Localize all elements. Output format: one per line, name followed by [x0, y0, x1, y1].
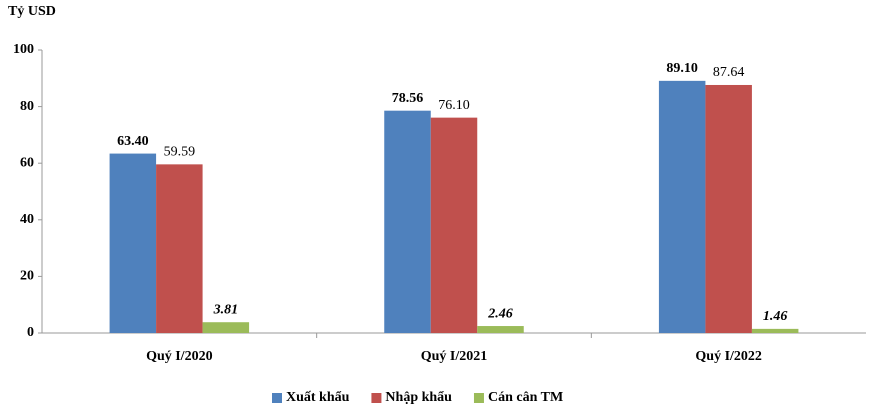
bar: [430, 117, 478, 334]
legend-swatch: [371, 393, 382, 403]
y-tick-label: 100: [13, 42, 34, 57]
value-label: 89.10: [666, 61, 698, 76]
x-tick-label: Quý I/2022: [695, 349, 762, 364]
value-label: 3.81: [213, 302, 239, 317]
bar: [202, 322, 250, 333]
bar: [384, 110, 431, 333]
value-label: 59.59: [164, 145, 196, 160]
y-tick-label: 0: [27, 325, 34, 340]
value-label: 1.46: [763, 309, 788, 324]
x-tick-label: Quý I/2020: [146, 349, 213, 364]
legend-label: Xuất khẩu: [286, 390, 350, 405]
bar: [751, 328, 799, 333]
bar: [705, 84, 752, 334]
legend-label: Nhập khẩu: [385, 390, 452, 405]
legend-swatch: [272, 393, 282, 403]
value-label: 76.10: [438, 98, 470, 113]
value-label: 87.64: [713, 65, 745, 80]
legend-swatch: [473, 393, 484, 403]
y-axis-title: Tỷ USD: [8, 4, 56, 19]
value-label: 2.46: [487, 306, 513, 321]
value-label: 78.56: [392, 91, 424, 106]
bar: [477, 326, 524, 333]
y-tick-label: 40: [20, 212, 34, 227]
x-tick-label: Quý I/2021: [421, 349, 488, 364]
bar: [156, 164, 203, 333]
legend-label: Cán cân TM: [488, 390, 563, 405]
y-tick-label: 60: [20, 155, 34, 170]
bar: [109, 153, 157, 333]
value-label: 63.40: [117, 134, 149, 149]
bar: [658, 80, 706, 333]
y-tick-label: 20: [20, 269, 34, 284]
y-tick-label: 80: [20, 99, 34, 114]
